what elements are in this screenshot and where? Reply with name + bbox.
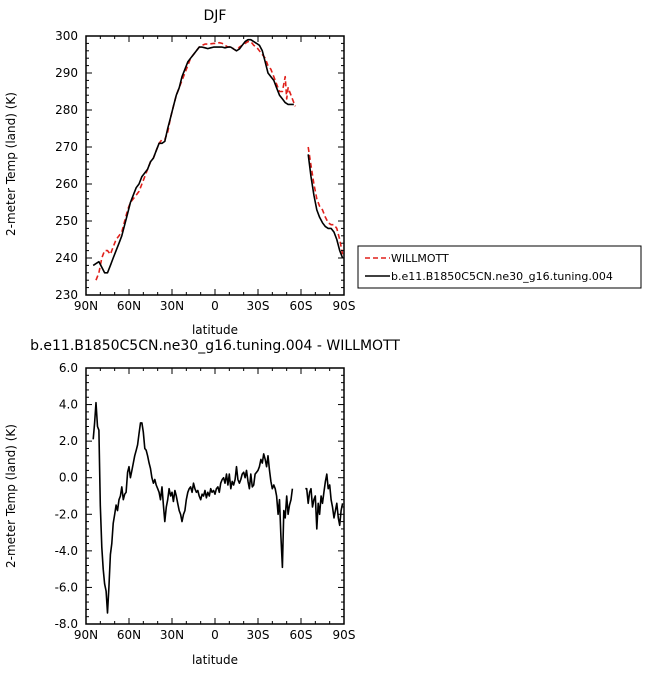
top-chart-y-tick-label: 300 bbox=[55, 29, 78, 43]
legend-label-willmott: WILLMOTT bbox=[391, 252, 449, 265]
bottom-chart-x-tick-label: 90N bbox=[74, 628, 98, 642]
bottom-chart: b.e11.B1850C5CN.ne30_g16.tuning.004 - WI… bbox=[4, 338, 400, 667]
bottom-chart-frame bbox=[85, 367, 345, 625]
top-chart-x-tick-label: 30N bbox=[160, 299, 184, 313]
legend-label-model: b.e11.B1850C5CN.ne30_g16.tuning.004 bbox=[391, 270, 613, 283]
legend: WILLMOTT b.e11.B1850C5CN.ne30_g16.tuning… bbox=[357, 245, 642, 289]
top-chart-line-willmott-segment-1 bbox=[307, 146, 344, 255]
top-chart-x-tick-label: 0 bbox=[211, 299, 219, 313]
bottom-chart-line-series-0-segment-0 bbox=[92, 401, 294, 614]
top-chart-frame bbox=[85, 35, 345, 296]
bottom-chart-plot-lines bbox=[92, 401, 344, 614]
top-chart-x-tick-label: 60S bbox=[290, 299, 313, 313]
top-chart-line-b-e11-b1850c5cn-ne30-g16-tuning-004-segment-1 bbox=[307, 154, 344, 259]
bottom-chart-y-tick-label: -4.0 bbox=[55, 544, 78, 558]
top-chart-plot-lines bbox=[92, 38, 344, 281]
top-chart-x-tick-label: 90N bbox=[74, 299, 98, 313]
bottom-chart-line-series-0-segment-1 bbox=[305, 473, 344, 530]
bottom-chart-y-tick-label: -6.0 bbox=[55, 580, 78, 594]
top-chart: DJF 90N 60N 30N 0 30S 60S 90S 230 240 250 260 270 28… bbox=[4, 8, 355, 337]
bottom-chart-y-tick-label: -8.0 bbox=[55, 617, 78, 631]
bottom-chart-y-tick-label: 6.0 bbox=[59, 361, 78, 375]
top-chart-title: DJF bbox=[204, 8, 227, 24]
top-chart-y-tick-label: 250 bbox=[55, 214, 78, 228]
top-chart-y-tick-label: 260 bbox=[55, 177, 78, 191]
top-chart-x-axis-label: latitude bbox=[192, 323, 238, 337]
top-chart-y-tick-label: 280 bbox=[55, 103, 78, 117]
bottom-chart-x-tick-label: 30N bbox=[160, 628, 184, 642]
bottom-chart-x-tick-label: 90S bbox=[333, 628, 356, 642]
top-chart-y-axis-label: 2-meter Temp (land) (K) bbox=[4, 92, 18, 236]
legend-box bbox=[357, 245, 642, 289]
top-chart-x-tick-label: 30S bbox=[247, 299, 270, 313]
top-chart-y-tick-label: 270 bbox=[55, 140, 78, 154]
bottom-chart-x-tick-label: 0 bbox=[211, 628, 219, 642]
bottom-chart-y-tick-label: 4.0 bbox=[59, 398, 78, 412]
bottom-chart-y-axis-label: 2-meter Temp (land) (K) bbox=[4, 424, 18, 568]
bottom-chart-title: b.e11.B1850C5CN.ne30_g16.tuning.004 - WI… bbox=[30, 338, 400, 354]
bottom-chart-y-tick-label: -2.0 bbox=[55, 507, 78, 521]
bottom-chart-x-tick-label: 30S bbox=[247, 628, 270, 642]
top-chart-y-tick-label: 240 bbox=[55, 251, 78, 265]
bottom-chart-y-tick-label: 0.0 bbox=[59, 471, 78, 485]
top-chart-y-tick-label: 290 bbox=[55, 66, 78, 80]
bottom-chart-x-axis-label: latitude bbox=[192, 653, 238, 667]
top-chart-line-willmott-segment-0 bbox=[95, 40, 297, 281]
top-chart-line-b-e11-b1850c5cn-ne30-g16-tuning-004-segment-0 bbox=[92, 38, 294, 274]
top-chart-x-tick-label: 90S bbox=[333, 299, 356, 313]
top-chart-x-tick-label: 60N bbox=[117, 299, 141, 313]
bottom-chart-x-tick-label: 60S bbox=[290, 628, 313, 642]
bottom-chart-y-tick-label: 2.0 bbox=[59, 434, 78, 448]
bottom-chart-x-tick-label: 60N bbox=[117, 628, 141, 642]
top-chart-y-tick-label: 230 bbox=[55, 288, 78, 302]
